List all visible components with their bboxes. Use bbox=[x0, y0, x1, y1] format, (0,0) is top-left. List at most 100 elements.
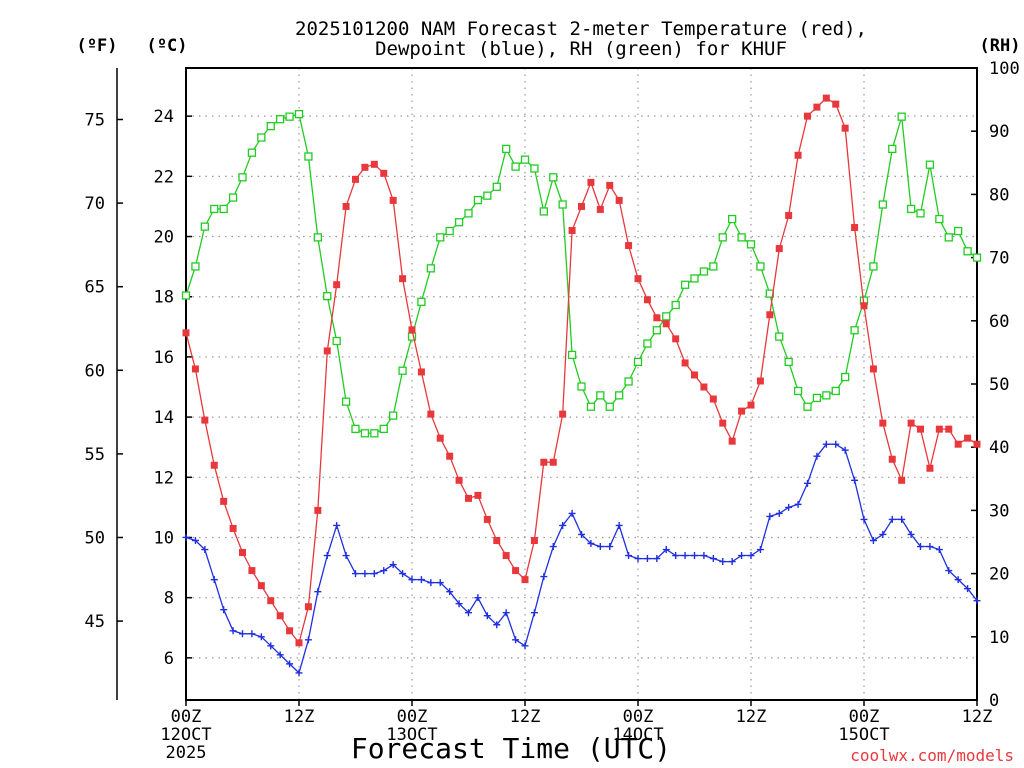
x-tick-label: 00Z bbox=[171, 707, 202, 727]
rh-point bbox=[841, 372, 850, 382]
x-tick-label: 12Z bbox=[510, 707, 541, 727]
dewpoint-point bbox=[851, 476, 859, 484]
2-meter-temperature-point bbox=[606, 181, 614, 189]
dewpoint-point bbox=[389, 561, 397, 569]
rh-point bbox=[210, 204, 219, 214]
x-tick-year: 2025 bbox=[166, 743, 207, 763]
watermark: coolwx.com/models bbox=[850, 746, 1014, 765]
dewpoint-point bbox=[493, 621, 501, 629]
2-meter-temperature-point bbox=[408, 326, 416, 334]
2-meter-temperature-point bbox=[832, 100, 840, 108]
rh-point bbox=[266, 121, 275, 131]
rh-point bbox=[775, 332, 784, 341]
rh-tick-label: 60 bbox=[989, 312, 1009, 332]
dewpoint-point bbox=[653, 555, 661, 563]
rh-point bbox=[972, 253, 982, 262]
dewpoint-point bbox=[314, 588, 322, 596]
rh-point bbox=[624, 377, 633, 386]
2-meter-temperature-point bbox=[540, 458, 548, 466]
dewpoint-point bbox=[304, 636, 312, 644]
dewpoint-point bbox=[427, 579, 435, 587]
x-tick-date: 15OCT bbox=[838, 725, 889, 745]
2-meter-temperature-point bbox=[728, 437, 736, 445]
fahrenheit-tick-label: 55 bbox=[85, 445, 105, 465]
2-meter-temperature-point bbox=[474, 491, 482, 499]
rh-point bbox=[426, 264, 435, 273]
dewpoint-point bbox=[257, 633, 265, 641]
2-meter-temperature-point bbox=[700, 383, 708, 391]
dewpoint-point bbox=[709, 555, 717, 563]
2-meter-temperature-point bbox=[229, 524, 237, 532]
rh-tick-label: 100 bbox=[989, 59, 1020, 79]
dewpoint-point bbox=[606, 543, 614, 551]
2-meter-temperature-point bbox=[323, 347, 331, 355]
2-meter-temperature-point bbox=[935, 425, 943, 433]
dewpoint-point bbox=[756, 546, 764, 554]
rh-point bbox=[473, 195, 483, 205]
rh-point bbox=[454, 218, 464, 227]
dewpoint-point bbox=[672, 552, 680, 560]
rh-point bbox=[530, 164, 539, 173]
rh-point bbox=[492, 182, 501, 191]
chart-title-line1: 2025101200 NAM Forecast 2-meter Temperat… bbox=[295, 18, 867, 40]
celsius-tick-label: 24 bbox=[154, 107, 174, 127]
rh-point bbox=[822, 391, 831, 400]
dewpoint-point bbox=[728, 558, 736, 566]
dewpoint-point bbox=[286, 660, 294, 668]
rh-point bbox=[511, 162, 520, 171]
2-meter-temperature-point bbox=[964, 434, 972, 442]
2-meter-temperature-point bbox=[615, 196, 623, 204]
data-series bbox=[181, 94, 982, 677]
dewpoint-point bbox=[775, 509, 783, 517]
rh-point bbox=[850, 326, 859, 335]
dewpoint-point bbox=[888, 515, 896, 523]
rh-point bbox=[963, 247, 972, 256]
2-meter-temperature-point bbox=[352, 175, 359, 183]
2-meter-temperature-point bbox=[295, 639, 303, 647]
rh-point bbox=[200, 222, 209, 231]
dewpoint-point bbox=[926, 543, 934, 551]
2-meter-temperature-point bbox=[662, 320, 670, 328]
2-meter-temperature-point bbox=[267, 597, 275, 605]
dewpoint-point bbox=[191, 536, 199, 544]
dewpoint-point bbox=[662, 546, 670, 554]
rh-point bbox=[323, 292, 332, 301]
rh-point bbox=[633, 357, 643, 367]
2-meter-temperature-point bbox=[643, 296, 651, 304]
2-meter-temperature-point bbox=[427, 410, 435, 418]
rh-point bbox=[191, 262, 200, 271]
dewpoint-point bbox=[587, 540, 595, 548]
celsius-tick-label: 16 bbox=[154, 348, 174, 368]
rh-point bbox=[586, 402, 596, 411]
dewpoint-point bbox=[917, 543, 924, 551]
rh-point bbox=[916, 209, 925, 218]
2-meter-temperature-point bbox=[851, 224, 859, 232]
dewpoint-point bbox=[248, 630, 256, 638]
celsius-tick-label: 22 bbox=[154, 167, 174, 187]
2-meter-temperature-point bbox=[436, 434, 444, 442]
rh-point bbox=[549, 173, 558, 182]
rh-point bbox=[389, 411, 398, 420]
rh-point bbox=[756, 262, 765, 271]
2-meter-temperature-point bbox=[304, 603, 312, 611]
rh-point bbox=[445, 226, 454, 236]
dewpoint-point bbox=[559, 521, 567, 529]
chart-title-line2: Dewpoint (blue), RH (green) for KHUF bbox=[375, 38, 787, 60]
2-meter-temperature-point bbox=[869, 365, 877, 373]
rh-point bbox=[728, 214, 737, 224]
2-meter-temperature-point bbox=[804, 112, 811, 120]
2-meter-temperature-point bbox=[841, 124, 849, 132]
2-meter-temperature-point bbox=[691, 371, 698, 379]
rh-point bbox=[699, 267, 709, 276]
2-meter-temperature-point bbox=[785, 211, 793, 219]
rh-point bbox=[370, 429, 379, 438]
celsius-tick-label: 14 bbox=[154, 408, 174, 428]
rh-point bbox=[869, 262, 878, 271]
rh-point bbox=[285, 112, 294, 121]
dewpoint-point bbox=[465, 609, 472, 617]
dewpoint-point bbox=[182, 533, 190, 541]
dewpoint-point bbox=[841, 446, 849, 454]
rh-unit-label: (RH) bbox=[980, 36, 1021, 56]
rh-point bbox=[539, 207, 548, 216]
2-meter-temperature-point bbox=[860, 302, 868, 310]
